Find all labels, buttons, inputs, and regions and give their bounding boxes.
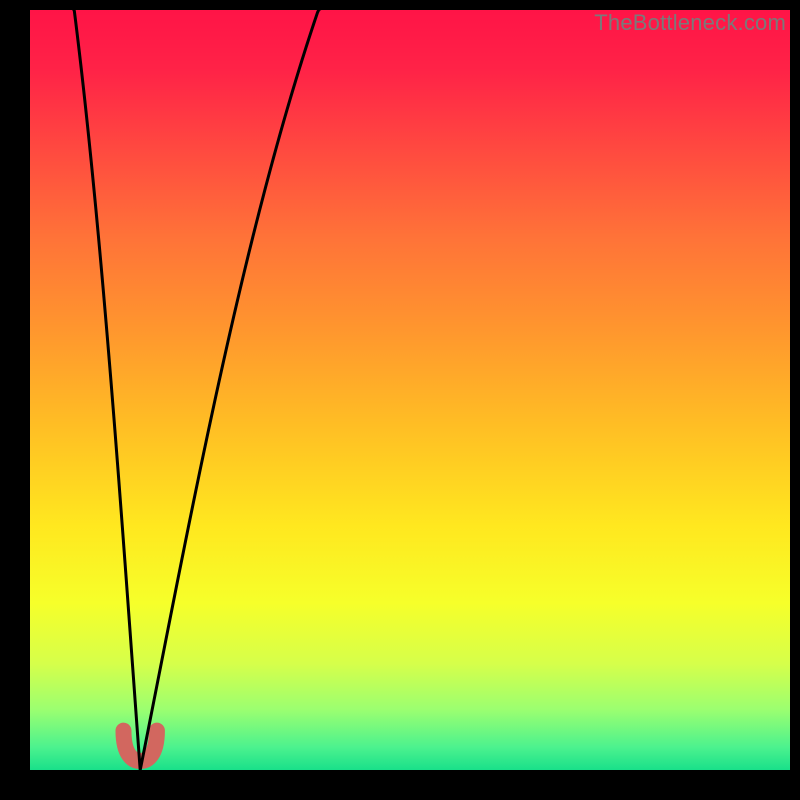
frame-right [790, 0, 800, 800]
gradient-background [30, 10, 790, 770]
frame-bottom [0, 770, 800, 800]
watermark-text: TheBottleneck.com [594, 10, 786, 36]
stage: TheBottleneck.com [0, 0, 800, 800]
frame-top [0, 0, 800, 10]
frame-left [0, 0, 30, 800]
plot-area [30, 10, 790, 770]
plot-svg [30, 10, 790, 770]
